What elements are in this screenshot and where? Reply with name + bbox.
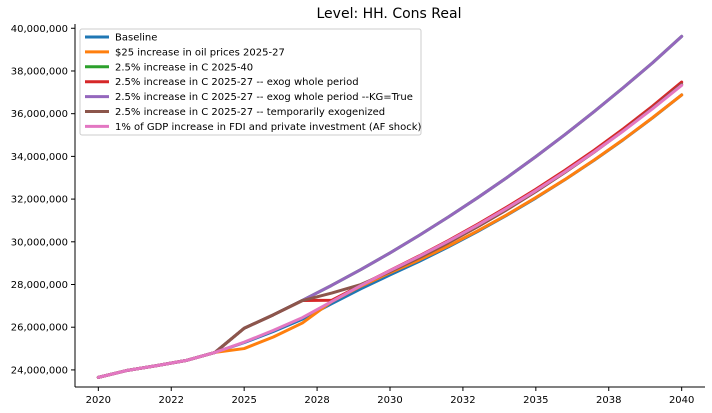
x-tick-label: 2032 [450, 395, 475, 406]
legend-label: $25 increase in oil prices 2025-27 [115, 47, 285, 58]
legend-label: 2.5% increase in C 2025-40 [115, 62, 253, 73]
series-line-1 [96, 93, 684, 379]
legend-box [79, 28, 422, 136]
legend-label: 2.5% increase in C 2025-27 -- exog whole… [115, 77, 359, 88]
x-tick-label: 2040 [669, 395, 694, 406]
y-tick-label: 36,000,000 [11, 109, 68, 120]
legend: Baseline $25 increase in oil prices 2025-… [79, 28, 422, 136]
legend-label: 1% of GDP increase in FDI and private in… [115, 122, 422, 133]
y-tick-label: 38,000,000 [11, 66, 68, 77]
x-tick-label: 2035 [523, 395, 548, 406]
y-tick-label: 40,000,000 [11, 24, 68, 35]
x-tick-label: 2020 [86, 395, 111, 406]
legend-label: 2.5% increase in C 2025-27 -- temporaril… [115, 107, 385, 118]
y-tick-label: 34,000,000 [11, 152, 68, 163]
x-ticks: 2020 2022 2025 2028 2030 2032 2035 2038 2040 [86, 387, 694, 406]
y-ticks: 24,000,000 26,000,000 28,000,000 30,000,000… [11, 24, 75, 376]
x-tick-label: 2030 [377, 395, 402, 406]
series-line-2 [96, 93, 684, 379]
y-tick-label: 30,000,000 [11, 237, 68, 248]
x-tick-label: 2022 [159, 395, 184, 406]
y-tick-label: 28,000,000 [11, 280, 68, 291]
x-tick-label: 2028 [304, 395, 329, 406]
x-tick-label: 2025 [231, 395, 256, 406]
y-tick-label: 26,000,000 [11, 323, 68, 334]
legend-label: Baseline [115, 33, 157, 44]
y-tick-label: 24,000,000 [11, 365, 68, 376]
series-line-7 [96, 83, 684, 379]
x-tick-label: 2038 [596, 395, 621, 406]
chart-title: Level: HH. Cons Real [317, 6, 462, 22]
series-lines [96, 34, 684, 379]
legend-label: 2.5% increase in C 2025-27 -- exog whole… [115, 92, 413, 103]
y-tick-label: 32,000,000 [11, 195, 68, 206]
